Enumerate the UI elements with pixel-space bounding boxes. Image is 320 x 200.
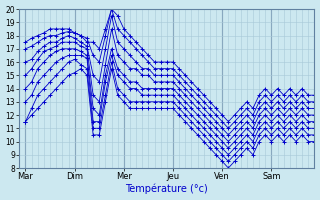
X-axis label: Température (°c): Température (°c) bbox=[125, 184, 208, 194]
